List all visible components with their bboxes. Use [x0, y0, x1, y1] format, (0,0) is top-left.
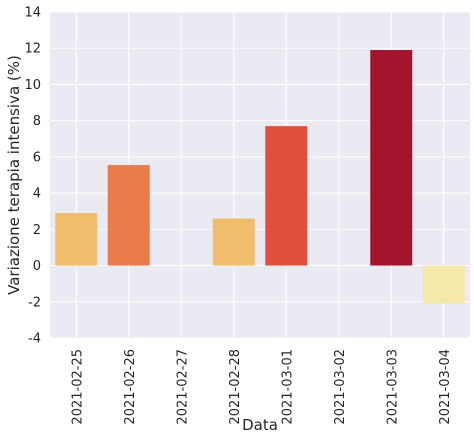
x-axis-label: Data [242, 416, 278, 434]
x-tick-label: 2021-03-02 [333, 349, 348, 425]
bar-2021-03-03 [370, 50, 413, 266]
x-tick-label: 2021-02-28 [228, 349, 243, 425]
y-axis-label: Variazione terapia intensiva (%) [5, 55, 23, 295]
bar-2021-02-26 [107, 165, 150, 266]
x-tick-label: 2021-03-04 [438, 349, 453, 425]
y-tick-label: 12 [24, 42, 41, 57]
y-tick-labels: -4 -2 0 2 4 6 8 10 12 14 [24, 6, 41, 347]
x-tick-label: 2021-03-03 [385, 349, 400, 425]
y-tick-label: -4 [28, 332, 41, 347]
y-tick-label: 4 [33, 187, 41, 202]
bar-2021-02-28 [212, 218, 255, 266]
y-tick-label: 2 [33, 223, 41, 238]
y-tick-label: 0 [33, 259, 41, 274]
bars [55, 50, 465, 304]
x-tick-label: 2021-03-01 [280, 349, 295, 425]
y-tick-label: 14 [24, 6, 41, 21]
x-tick-label: 2021-02-26 [123, 349, 138, 425]
x-tick-label: 2021-02-25 [70, 349, 85, 425]
bar-2021-03-04 [422, 265, 465, 304]
y-tick-label: 6 [33, 150, 41, 165]
y-tick-label: -2 [28, 295, 41, 310]
x-tick-label: 2021-02-27 [175, 349, 190, 425]
bar-2021-02-25 [55, 213, 98, 266]
y-tick-label: 8 [33, 114, 41, 129]
x-tick-labels: 2021-02-25 2021-02-26 2021-02-27 2021-02-28… [70, 349, 453, 425]
bar-2021-03-01 [265, 126, 308, 266]
y-tick-label: 10 [24, 78, 41, 93]
